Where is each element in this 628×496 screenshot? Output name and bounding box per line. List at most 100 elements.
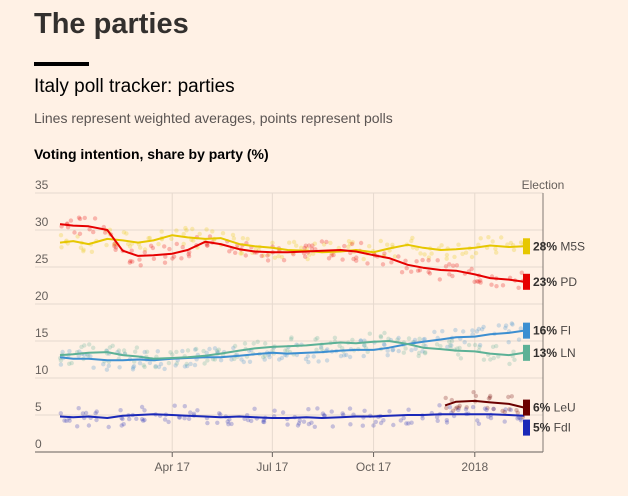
poll-point-fdi xyxy=(162,417,168,422)
poll-point-fi xyxy=(509,321,514,326)
poll-point-fi xyxy=(303,356,309,362)
end-label-name-pd: PD xyxy=(557,275,577,289)
poll-point-fdi xyxy=(321,413,327,418)
poll-point-m5s xyxy=(463,250,469,255)
poll-point-ln xyxy=(202,361,207,366)
poll-point-ln xyxy=(491,355,496,361)
poll-point-m5s xyxy=(279,254,285,260)
poll-point-fdi xyxy=(378,420,384,426)
poll-point-m5s xyxy=(348,242,353,247)
poll-point-fi xyxy=(311,354,316,359)
poll-point-ln xyxy=(434,342,440,347)
poll-point-ln xyxy=(87,342,92,347)
poll-point-pd xyxy=(340,257,345,262)
poll-point-ln xyxy=(216,347,221,352)
poll-point-m5s xyxy=(511,247,517,253)
poll-point-fdi xyxy=(371,423,376,428)
poll-point-fdi xyxy=(503,407,508,412)
poll-point-m5s xyxy=(418,251,423,256)
poll-point-fdi xyxy=(406,421,411,426)
y-axis-title: Voting intention, share by party (%) xyxy=(34,146,269,162)
poll-point-m5s xyxy=(476,242,481,247)
poll-point-m5s xyxy=(261,253,266,258)
end-label-value-pd: 23% xyxy=(533,275,557,289)
poll-point-fi xyxy=(409,348,414,353)
poll-point-ln xyxy=(232,343,238,349)
poll-point-ln xyxy=(116,348,122,353)
poll-point-fi xyxy=(188,361,193,367)
poll-point-pd xyxy=(365,261,370,266)
poll-point-pd xyxy=(128,258,133,264)
poll-point-fi xyxy=(60,349,65,355)
poll-point-pd xyxy=(435,258,440,263)
poll-point-pd xyxy=(310,243,315,248)
poll-point-fdi xyxy=(218,412,223,417)
poll-point-fi xyxy=(247,359,253,364)
poll-point-fi xyxy=(305,354,311,359)
poll-point-fi xyxy=(158,361,164,367)
poll-point-ln xyxy=(214,348,220,354)
poll-point-leu xyxy=(485,405,490,411)
poll-point-pd xyxy=(420,257,425,263)
poll-point-fi xyxy=(279,355,285,361)
poll-point-ln xyxy=(69,360,74,366)
poll-point-m5s xyxy=(294,243,299,248)
poll-point-pd xyxy=(417,268,423,273)
poll-point-pd xyxy=(354,255,359,260)
poll-point-fdi xyxy=(330,424,335,429)
poll-point-pd xyxy=(162,244,167,249)
poll-point-fdi xyxy=(295,423,301,428)
poll-point-ln xyxy=(255,339,260,344)
poll-point-fi xyxy=(117,365,122,370)
poll-point-m5s xyxy=(385,242,390,247)
poll-point-m5s xyxy=(276,254,281,259)
poll-point-fi xyxy=(218,358,224,363)
poll-point-pd xyxy=(129,248,134,253)
poll-point-pd xyxy=(137,257,142,262)
poll-point-fi xyxy=(385,353,390,358)
poll-point-pd xyxy=(265,258,271,263)
poll-point-leu xyxy=(453,406,458,411)
end-label-name-ln: LN xyxy=(557,346,576,360)
y-tick-label: 35 xyxy=(35,178,49,192)
poll-point-fdi xyxy=(340,411,345,416)
end-label-ln: 13% LN xyxy=(533,346,576,360)
poll-point-fi xyxy=(396,335,401,341)
poll-point-pd xyxy=(130,259,135,264)
poll-point-pd xyxy=(186,252,191,257)
poll-point-m5s xyxy=(452,254,457,260)
poll-point-ln xyxy=(416,350,422,356)
poll-point-fdi xyxy=(348,422,353,427)
poll-point-pd xyxy=(138,263,143,268)
end-label-leu: 6% LeU xyxy=(533,401,576,415)
poll-point-m5s xyxy=(104,242,109,248)
poll-point-fdi xyxy=(272,408,277,413)
swatch-ln xyxy=(523,344,530,361)
poll-point-fdi xyxy=(182,416,187,421)
poll-point-pd xyxy=(77,231,83,236)
poll-point-leu xyxy=(464,405,469,410)
poll-point-m5s xyxy=(486,235,491,240)
poll-point-fi xyxy=(453,327,458,333)
poll-point-leu xyxy=(455,405,460,410)
poll-point-pd xyxy=(516,285,521,290)
poll-point-ln xyxy=(205,358,210,363)
poll-point-fdi xyxy=(58,411,63,416)
poll-point-fdi xyxy=(486,414,491,419)
poll-point-fdi xyxy=(261,419,266,424)
poll-point-fdi xyxy=(301,419,307,424)
poll-point-ln xyxy=(507,361,512,367)
poll-point-pd xyxy=(354,258,359,263)
poll-point-m5s xyxy=(204,227,209,232)
y-tick-label: 20 xyxy=(35,289,49,303)
poll-point-m5s xyxy=(439,243,444,248)
poll-point-m5s xyxy=(429,251,434,256)
series-line-fi xyxy=(59,329,525,362)
poll-point-pd xyxy=(171,254,177,259)
swatch-pd xyxy=(523,273,530,290)
poll-point-m5s xyxy=(307,252,312,257)
poll-point-pd xyxy=(243,253,248,258)
poll-point-pd xyxy=(494,284,499,289)
